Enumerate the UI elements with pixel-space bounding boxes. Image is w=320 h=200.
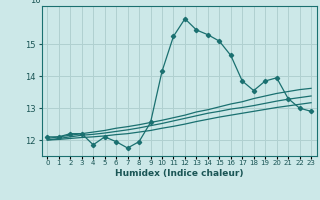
Text: 16: 16 bbox=[29, 0, 40, 5]
X-axis label: Humidex (Indice chaleur): Humidex (Indice chaleur) bbox=[115, 169, 244, 178]
